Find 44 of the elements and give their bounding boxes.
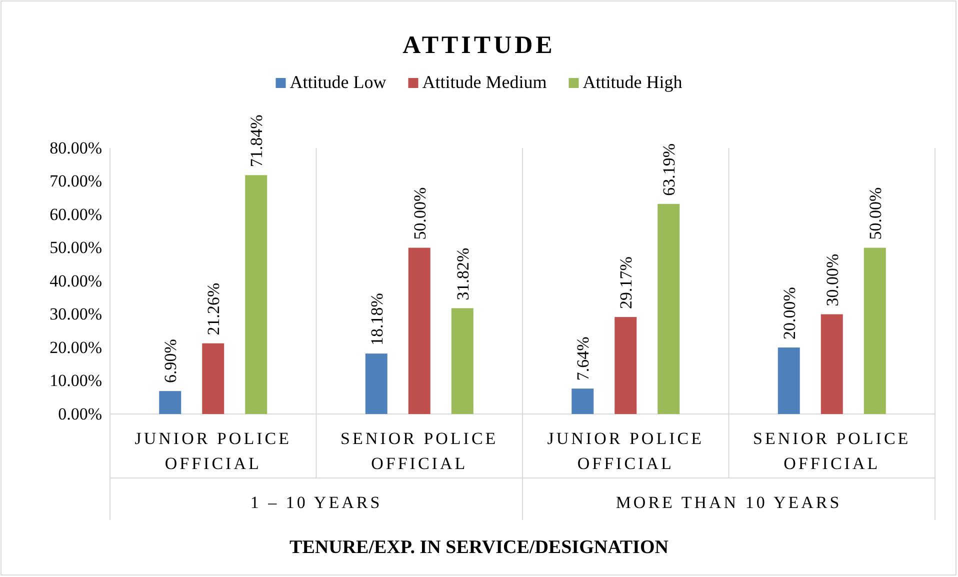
data-label: 31.82% <box>453 248 472 300</box>
x-tick-label: JUNIOR POLICE OFFICIAL <box>547 429 704 473</box>
data-label: 6.90% <box>161 339 180 384</box>
y-tick-label: 0.00% <box>58 404 102 424</box>
y-tick-label: 70.00% <box>50 172 102 191</box>
bar <box>572 388 594 414</box>
bar <box>202 343 224 414</box>
bar <box>451 308 474 414</box>
data-label: 20.00% <box>780 287 799 340</box>
data-label: 7.64% <box>574 336 593 381</box>
legend-label: Attitude Medium <box>422 72 547 92</box>
y-tick-label: 10.00% <box>50 371 102 390</box>
y-tick-label: 20.00% <box>50 338 102 357</box>
x-tick-label: JUNIOR POLICE OFFICIAL <box>134 429 292 473</box>
data-label: 30.00% <box>822 254 842 306</box>
bar <box>864 248 886 414</box>
chart-title: ATTITUDE <box>402 32 556 59</box>
bar <box>365 354 388 414</box>
x-axis-title: TENURE/EXP. IN SERVICE/DESIGNATION <box>290 537 669 558</box>
bar <box>159 391 182 414</box>
bar <box>778 348 800 414</box>
data-label: 50.00% <box>866 187 885 240</box>
y-tick-label: 30.00% <box>50 304 102 324</box>
bar <box>658 204 680 414</box>
x-tick-label: SENIOR POLICE OFFICIAL <box>753 429 911 473</box>
y-tick-label: 40.00% <box>50 271 102 290</box>
legend-label: Attitude Low <box>290 72 386 92</box>
data-label: 21.26% <box>204 282 224 336</box>
text: MORE THAN 10 YEARS <box>616 493 842 512</box>
y-tick-label: 80.00% <box>50 138 102 158</box>
data-label: 18.18% <box>367 293 386 346</box>
text: 1 – 10 YEARS <box>250 493 382 512</box>
x-tick-label: SENIOR POLICE OFFICIAL <box>340 429 498 473</box>
data-label: 63.19% <box>660 143 679 196</box>
y-tick-label: 50.00% <box>50 238 102 258</box>
data-label: 29.17% <box>616 256 636 310</box>
bar <box>820 314 843 414</box>
data-label: 71.84% <box>247 114 266 168</box>
y-tick-label: 60.00% <box>50 204 102 224</box>
bar <box>408 248 430 414</box>
bar <box>614 317 637 414</box>
data-label: 50.00% <box>410 187 430 240</box>
bar <box>245 175 268 414</box>
legend-label: Attitude High <box>582 72 682 92</box>
